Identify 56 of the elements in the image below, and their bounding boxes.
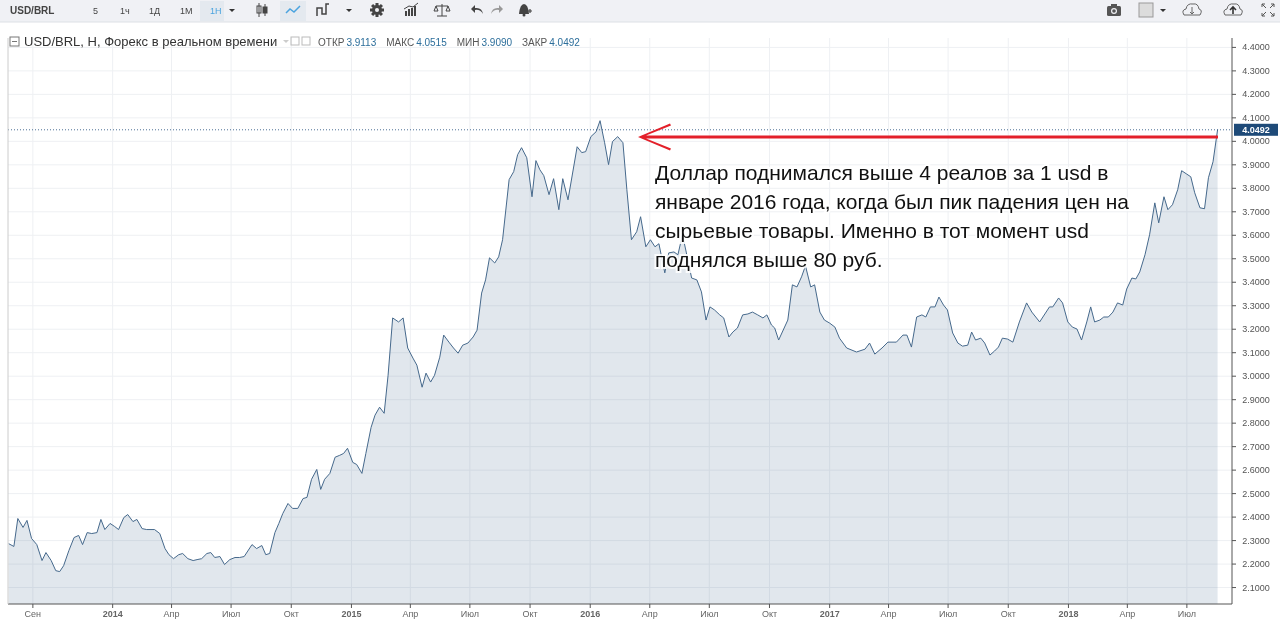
x-tick-label: 2018 bbox=[1058, 609, 1079, 619]
y-tick-label: 3.0000 bbox=[1242, 371, 1270, 382]
y-tick-label: 2.8000 bbox=[1242, 418, 1270, 429]
x-tick-label: Апр bbox=[641, 609, 658, 619]
x-tick-label: Окт bbox=[1000, 609, 1016, 619]
x-tick-label: Окт bbox=[522, 609, 538, 619]
text: USD/BRL bbox=[10, 5, 55, 16]
x-tick-label: Июл bbox=[1177, 609, 1196, 619]
text: 1М bbox=[180, 6, 193, 16]
x-tick-label: 2017 bbox=[819, 609, 840, 619]
y-tick-label: 4.0000 bbox=[1242, 136, 1270, 147]
x-tick-label: Апр bbox=[880, 609, 897, 619]
x-tick-label: Июл bbox=[221, 609, 241, 619]
y-tick-label: 4.2000 bbox=[1242, 89, 1270, 100]
text: 5 bbox=[93, 6, 99, 16]
y-tick-label: 4.1000 bbox=[1242, 112, 1270, 123]
y-tick-label: 3.9000 bbox=[1242, 159, 1270, 170]
y-tick-label: 3.8000 bbox=[1242, 183, 1270, 194]
y-tick-label: 3.1000 bbox=[1242, 347, 1270, 358]
text: 1Д bbox=[149, 6, 161, 16]
annotation: МАКС 4.0515 bbox=[386, 37, 448, 48]
x-tick-label: Апр bbox=[1119, 609, 1136, 619]
annotation: ОТКР 3.9113 bbox=[318, 37, 377, 48]
annotation: ЗАКР 4.0492 bbox=[522, 37, 581, 48]
y-tick-label: 2.4000 bbox=[1242, 512, 1270, 523]
y-tick-label: 2.3000 bbox=[1242, 535, 1270, 546]
ref-line-label: 4.0492 bbox=[1242, 125, 1270, 136]
y-tick-label: 2.7000 bbox=[1242, 441, 1270, 452]
y-tick-label: 2.6000 bbox=[1242, 465, 1270, 476]
x-tick-label: Окт bbox=[761, 609, 778, 619]
x-tick-label: 2016 bbox=[580, 609, 601, 619]
text: 1Н bbox=[210, 6, 222, 16]
x-tick-label: Июл bbox=[460, 609, 479, 619]
x-tick-label: Апр bbox=[402, 609, 419, 619]
x-tick-label: 2015 bbox=[341, 609, 362, 619]
y-tick-label: 4.3000 bbox=[1242, 65, 1270, 76]
y-tick-label: 4.4000 bbox=[1242, 42, 1270, 53]
x-tick-label: Июл bbox=[700, 609, 719, 619]
y-tick-label: 2.5000 bbox=[1242, 488, 1270, 499]
y-tick-label: 3.3000 bbox=[1242, 300, 1270, 311]
y-tick-label: 3.2000 bbox=[1242, 324, 1270, 335]
annotation: МИН 3.9090 bbox=[456, 37, 513, 48]
text: 1ч bbox=[120, 6, 131, 16]
x-tick-label: Апр bbox=[163, 609, 180, 619]
x-tick-label: Сен bbox=[24, 609, 42, 619]
y-tick-label: 3.6000 bbox=[1242, 230, 1270, 241]
y-tick-label: 2.2000 bbox=[1242, 559, 1270, 570]
x-tick-label: Окт bbox=[283, 609, 299, 619]
chart-title: USD/BRL, H, Форекс в реальном времени bbox=[24, 34, 278, 49]
y-tick-label: 2.1000 bbox=[1242, 582, 1270, 593]
y-tick-label: 2.9000 bbox=[1242, 394, 1270, 405]
y-tick-label: 3.4000 bbox=[1242, 277, 1270, 288]
x-tick-label: Июл bbox=[938, 609, 958, 619]
x-tick-label: 2014 bbox=[102, 609, 123, 619]
y-tick-label: 3.5000 bbox=[1242, 253, 1270, 264]
y-tick-label: 3.7000 bbox=[1242, 206, 1270, 217]
